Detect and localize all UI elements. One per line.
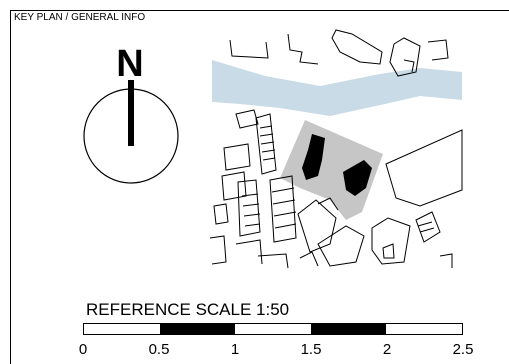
block-n3 (331, 29, 383, 65)
block-e1 (385, 129, 463, 207)
block-w10 (271, 187, 297, 229)
block-n5 (403, 59, 415, 73)
block-w3 (259, 125, 276, 161)
scale-title: REFERENCE SCALE 1:50 (86, 300, 290, 319)
block-e2 (415, 211, 441, 243)
north-arrow: N (83, 43, 179, 184)
block-e3 (417, 221, 435, 233)
scale-segment-5 (386, 324, 462, 334)
building-east (343, 160, 372, 196)
block-w1 (235, 109, 259, 129)
block-e6 (439, 253, 453, 268)
river (212, 60, 462, 116)
scale-tick-5: 2.5 (452, 341, 474, 358)
block-w6 (237, 179, 261, 237)
block-n2 (287, 33, 319, 65)
block-w13 (317, 225, 365, 267)
panel-border-left (10, 10, 11, 364)
scale-segment-4 (310, 324, 387, 334)
block-w2 (255, 113, 277, 175)
block-w8 (213, 203, 229, 225)
block-s2 (235, 239, 263, 265)
site-map (209, 29, 463, 269)
block-w4 (223, 143, 251, 171)
scale-segment-3 (235, 324, 311, 334)
scale-tick-0: 0 (78, 341, 88, 358)
block-n1 (229, 39, 269, 59)
block-n4 (389, 37, 421, 77)
scale-tick-1: 0.5 (148, 341, 170, 358)
scale-tick-3: 1.5 (300, 341, 322, 358)
scale-segment-2 (159, 324, 236, 334)
site-area (280, 120, 383, 220)
scale-bar (83, 323, 463, 335)
block-e5 (382, 243, 395, 259)
block-s4 (299, 251, 319, 267)
scale-tick-4: 2 (382, 341, 392, 358)
scale-segment-1 (84, 324, 160, 334)
block-s1 (209, 235, 227, 265)
scale-tick-2: 1 (230, 341, 240, 358)
block-w9 (269, 175, 297, 243)
north-label: N (116, 43, 143, 85)
block-n6 (427, 39, 449, 61)
block-w11 (297, 199, 337, 253)
panel-title: KEY PLAN / GENERAL INFO (14, 12, 146, 23)
block-w7 (241, 193, 261, 227)
block-e4 (371, 217, 411, 265)
panel-border-top (10, 10, 509, 11)
block-w12 (317, 197, 339, 211)
block-s3 (257, 253, 289, 269)
building-west (302, 134, 325, 180)
